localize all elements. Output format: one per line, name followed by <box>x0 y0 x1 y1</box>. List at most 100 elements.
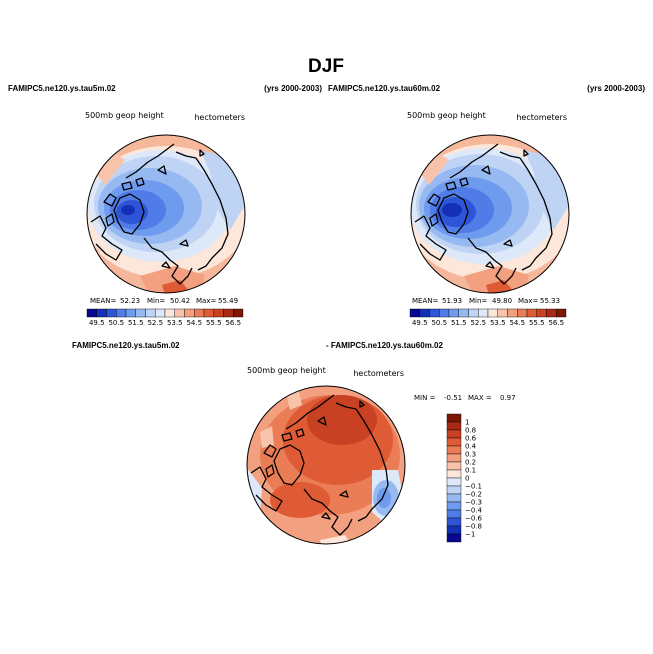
panel-a-min-label: Min= <box>147 297 165 305</box>
panel-a-colorbar-swatch <box>125 308 136 318</box>
panel-b-colorbar-swatch <box>409 308 420 318</box>
panel-c-min: -0.51 <box>444 394 462 402</box>
panel-a-colorbar-swatch <box>96 308 107 318</box>
panel-a-title: FAMIPC5.ne120.ys.tau5m.02 <box>8 84 116 93</box>
panel-c-colorbar-tick-label: 0.3 <box>465 451 476 459</box>
panel-c-colorbar-swatch <box>446 525 462 535</box>
panel-b-colorbar-swatch <box>546 308 557 318</box>
panel-b-colorbar-tick-label: 49.5 <box>412 319 428 327</box>
panel-a-colorbar-tick-label: 50.5 <box>108 319 124 327</box>
panel-b-colorbar-swatch <box>478 308 489 318</box>
panel-c-colorbar-tick-label: −1 <box>465 531 475 539</box>
panel-a-colorbar-swatch <box>155 308 166 318</box>
panel-difference: FAMIPC5.ne120.ys.tau5m.02 - FAMIPC5.ne12… <box>72 341 516 545</box>
panel-b-boundary <box>410 134 570 294</box>
panel-a-colorbar: 49.5 50.5 51.5 52.5 53.5 54.5 55.5 56.5 <box>86 308 244 327</box>
panel-a-colorbar-swatch <box>145 308 156 318</box>
panel-a-colorbar-tick-label: 51.5 <box>128 319 144 327</box>
panel-b-max: 55.33 <box>540 297 560 305</box>
panel-b-colorbar-swatch <box>448 308 459 318</box>
panel-b-colorbar-tick-label: 55.5 <box>529 319 545 327</box>
panel-c-colorbar-swatch <box>446 429 462 439</box>
panel-b-colorbar-swatch <box>556 308 567 318</box>
panel-a-colorbar-swatch <box>164 308 175 318</box>
panel-c-colorbar-swatch <box>446 501 462 511</box>
panel-b-colorbar: 49.5 50.5 51.5 52.5 53.5 54.5 55.5 56.5 <box>409 308 567 327</box>
panel-c-colorbar-swatch <box>446 469 462 479</box>
panel-a-colorbar-swatch <box>194 308 205 318</box>
panel-c-colorbar-tick-label: 0.8 <box>465 427 476 435</box>
panel-a-units: hectometers <box>194 113 245 122</box>
panel-a-map <box>87 135 245 293</box>
panel-a-colorbar-swatch <box>116 308 127 318</box>
panel-a-colorbar-tick-label: 52.5 <box>147 319 163 327</box>
panel-b-colorbar-tick-label: 51.5 <box>451 319 467 327</box>
panel-a-colorbar-swatch <box>223 308 234 318</box>
panel-b-mean-label: MEAN= <box>412 297 438 305</box>
panel-tau60m: FAMIPC5.ne120.ys.tau60m.02 (yrs 2000-200… <box>328 84 645 327</box>
panel-c-max-label: MAX = <box>468 394 492 402</box>
panel-c-colorbar-swatch <box>446 477 462 487</box>
panel-c-boundary <box>246 385 406 545</box>
panel-c-colorbar-swatch <box>446 493 462 503</box>
panel-b-colorbar-swatch <box>429 308 440 318</box>
panel-c-colorbar-swatch <box>446 421 462 431</box>
panel-c-colorbar-tick-label: 0.1 <box>465 467 476 475</box>
panel-c-colorbar-tick-label: 0.4 <box>465 443 477 451</box>
panel-c-colorbar-tick-label: 1 <box>465 419 469 427</box>
panel-b-colorbar-tick-label: 56.5 <box>548 319 564 327</box>
panel-a-period: (yrs 2000-2003) <box>264 84 322 93</box>
panel-c-units: hectometers <box>353 369 404 378</box>
panel-a-colorbar-swatch <box>135 308 146 318</box>
panel-c-colorbar-swatch <box>446 509 462 519</box>
panel-a-colorbar-swatch <box>213 308 224 318</box>
panel-b-colorbar-swatch <box>468 308 479 318</box>
panel-a-mean: 52.23 <box>120 297 140 305</box>
panel-b-colorbar-swatch <box>507 308 518 318</box>
panel-b-colorbar-swatch <box>517 308 528 318</box>
panel-b-units: hectometers <box>516 113 567 122</box>
panel-a-colorbar-tick-label: 54.5 <box>186 319 202 327</box>
panel-a-colorbar-swatch <box>184 308 195 318</box>
panel-a-boundary <box>86 134 246 294</box>
panel-a-colorbar-swatch <box>106 308 117 318</box>
panel-a-colorbar-swatch <box>174 308 185 318</box>
panel-a-colorbar-swatch <box>203 308 214 318</box>
panel-tau5m: FAMIPC5.ne120.ys.tau5m.02 (yrs 2000-2003… <box>8 84 322 327</box>
panel-a-colorbar-tick-label: 49.5 <box>89 319 105 327</box>
panel-c-colorbar-tick-label: −0.1 <box>465 483 482 491</box>
panel-c-colorbar-tick-label: −0.2 <box>465 491 482 499</box>
panel-a-min: 50.42 <box>170 297 190 305</box>
panel-c-colorbar-swatch <box>446 437 462 447</box>
panel-b-colorbar-swatch <box>439 308 450 318</box>
panel-c-colorbar-swatch <box>446 533 462 543</box>
panel-c-colorbar-swatch <box>446 413 462 423</box>
panel-b-colorbar-swatch <box>458 308 469 318</box>
panel-c-colorbar-tick-label: 0.6 <box>465 435 477 443</box>
panel-c-variable: 500mb geop height <box>247 366 326 375</box>
panel-a-mean-label: MEAN= <box>90 297 116 305</box>
panel-a-colorbar-tick-label: 56.5 <box>225 319 241 327</box>
panel-b-colorbar-swatch <box>487 308 498 318</box>
panel-b-max-label: Max= <box>518 297 538 305</box>
panel-b-colorbar-swatch <box>497 308 508 318</box>
panel-a-variable: 500mb geop height <box>85 111 164 120</box>
panel-b-title: FAMIPC5.ne120.ys.tau60m.02 <box>328 84 441 93</box>
panel-c-colorbar: 10.80.60.40.30.20.10−0.1−0.2−0.3−0.4−0.6… <box>446 413 483 543</box>
panel-b-colorbar-tick-label: 52.5 <box>470 319 486 327</box>
panel-c-colorbar-swatch <box>446 485 462 495</box>
panel-c-min-label: MIN = <box>414 394 436 402</box>
panel-c-colorbar-tick-label: −0.8 <box>465 523 482 531</box>
panel-b-variable: 500mb geop height <box>407 111 486 120</box>
panel-c-colorbar-tick-label: 0.2 <box>465 459 476 467</box>
panel-c-colorbar-swatch <box>446 445 462 455</box>
panel-b-min-label: Min= <box>469 297 487 305</box>
panel-b-min: 49.80 <box>492 297 512 305</box>
panel-b-mean: 51.93 <box>442 297 462 305</box>
panel-b-colorbar-tick-label: 53.5 <box>490 319 506 327</box>
panel-c-title-right: - FAMIPC5.ne120.ys.tau60m.02 <box>326 341 443 350</box>
panel-c-colorbar-tick-label: −0.3 <box>465 499 482 507</box>
panel-a-colorbar-swatch <box>233 308 244 318</box>
panel-a-colorbar-swatch <box>86 308 97 318</box>
